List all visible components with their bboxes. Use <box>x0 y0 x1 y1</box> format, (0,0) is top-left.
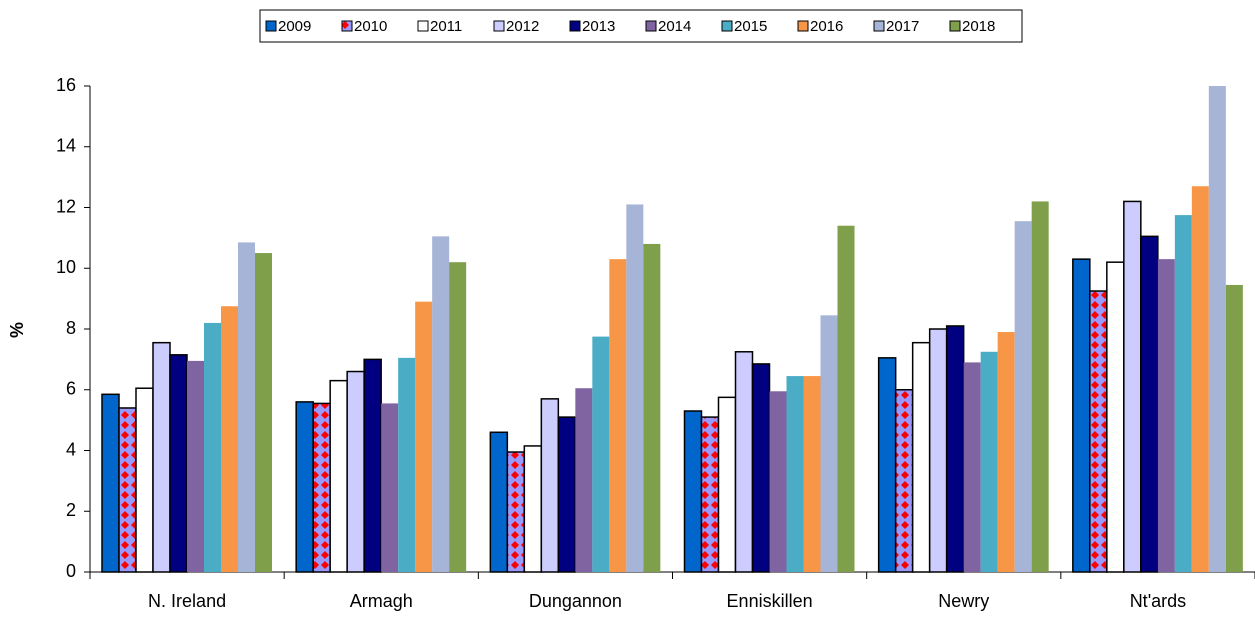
bar <box>1106 261 1125 573</box>
bar <box>152 341 171 573</box>
y-tick-label: 10 <box>56 257 76 277</box>
y-axis-label: % <box>7 322 27 338</box>
bar <box>1014 221 1032 572</box>
bar <box>398 357 416 572</box>
legend-label: 2018 <box>962 18 995 35</box>
bar <box>1089 290 1108 573</box>
bar <box>963 362 981 572</box>
bar <box>928 328 948 573</box>
bar <box>1072 258 1091 573</box>
bar <box>700 416 720 573</box>
bar <box>786 376 804 572</box>
bar <box>506 451 526 573</box>
legend-box <box>259 9 1023 43</box>
bar <box>221 306 238 572</box>
bar <box>449 262 467 572</box>
legend-swatch <box>721 20 733 32</box>
bar <box>415 301 433 572</box>
bar <box>557 416 577 573</box>
x-tick-label: Nt'ards <box>1130 591 1186 611</box>
bar <box>204 322 221 572</box>
bar <box>432 236 450 572</box>
bar <box>911 341 931 573</box>
legend-swatch <box>417 20 429 32</box>
x-tick-label: Dungannon <box>529 591 622 611</box>
x-tick-label: Armagh <box>350 591 413 611</box>
bar <box>980 351 998 572</box>
bar <box>523 445 543 573</box>
bar <box>238 242 255 572</box>
bar <box>1174 215 1192 572</box>
legend-label: 2009 <box>278 18 311 35</box>
legend-swatch <box>265 20 277 32</box>
bar <box>312 402 331 573</box>
bar <box>135 387 154 573</box>
bar <box>575 388 593 572</box>
legend-swatch <box>493 20 505 32</box>
y-tick-label: 0 <box>66 561 76 581</box>
y-tick-label: 6 <box>66 379 76 399</box>
y-tick-label: 8 <box>66 318 76 338</box>
bar <box>997 332 1015 572</box>
bar <box>751 363 771 573</box>
legend-label: 2013 <box>582 18 615 35</box>
bar <box>1140 235 1159 573</box>
bar <box>683 410 703 573</box>
x-tick-label: Newry <box>938 591 989 611</box>
legend-swatch <box>797 20 809 32</box>
legend-swatch <box>569 20 581 32</box>
bar <box>717 396 737 573</box>
y-tick-label: 14 <box>56 136 76 156</box>
bar <box>329 379 348 573</box>
bar <box>609 259 627 572</box>
bar <box>118 407 137 573</box>
bar <box>295 401 314 573</box>
bar <box>1208 86 1226 572</box>
x-tick-label: N. Ireland <box>148 591 226 611</box>
legend-label: 2017 <box>886 18 919 35</box>
bar <box>363 358 382 573</box>
y-tick-label: 4 <box>66 439 76 459</box>
bar <box>346 370 365 573</box>
legend-swatch <box>645 20 657 32</box>
legend-label: 2012 <box>506 18 539 35</box>
legend-swatch <box>873 20 885 32</box>
bar <box>837 225 855 572</box>
bar <box>169 354 188 573</box>
legend-swatch <box>949 20 961 32</box>
bar <box>489 431 509 573</box>
bar <box>1123 200 1142 573</box>
legend: 2009 2010 2011 2012 2013 2014 2015 2016 2017 2018 <box>265 18 995 35</box>
bar <box>626 204 644 572</box>
bar <box>255 253 272 572</box>
bar <box>945 325 965 573</box>
bar <box>820 315 838 572</box>
legend-label: 2011 <box>430 18 462 35</box>
bar <box>1031 201 1049 573</box>
bar <box>734 351 754 573</box>
legend-label: 2016 <box>810 18 843 35</box>
y-tick-label: 16 <box>56 75 76 95</box>
x-tick-label: Enniskillen <box>727 591 813 611</box>
bar <box>1157 259 1175 572</box>
bar <box>803 376 821 572</box>
y-tick-label: 2 <box>66 500 76 520</box>
bar <box>101 393 120 573</box>
bar <box>592 336 610 572</box>
legend-label: 2014 <box>658 18 691 35</box>
bar <box>1225 284 1243 572</box>
bar <box>381 403 399 572</box>
legend-swatch <box>341 20 353 32</box>
bar <box>540 398 560 573</box>
legend-label: 2010 <box>354 18 387 35</box>
bar <box>643 243 661 572</box>
bar <box>894 389 914 573</box>
bar <box>187 360 204 572</box>
legend-label: 2015 <box>734 18 767 35</box>
bar <box>1191 186 1209 573</box>
y-tick-label: 12 <box>56 196 76 216</box>
bar <box>877 357 897 573</box>
bar <box>769 391 787 572</box>
